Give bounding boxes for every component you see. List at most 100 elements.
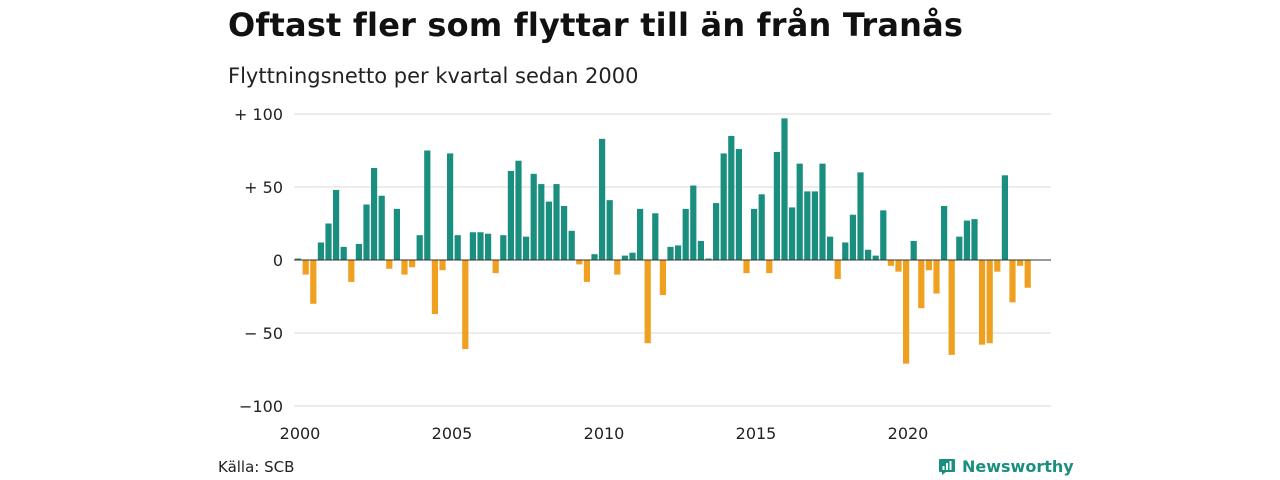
- bar: [659, 260, 666, 296]
- bar: [409, 260, 416, 268]
- bar: [895, 260, 902, 272]
- bar: [462, 260, 469, 350]
- y-tick-label: 0: [273, 251, 283, 270]
- bar: [591, 254, 598, 260]
- bar: [310, 260, 317, 304]
- y-tick-label: − 50: [244, 324, 283, 343]
- bar: [720, 153, 727, 260]
- bar: [682, 208, 689, 260]
- bar: [903, 260, 910, 364]
- bar: [811, 191, 818, 260]
- bar: [1009, 260, 1016, 303]
- bar: [523, 236, 530, 260]
- bars: [295, 118, 1031, 364]
- bar: [948, 260, 955, 355]
- bar: [553, 184, 560, 260]
- bar: [606, 200, 613, 260]
- brand-name: Newsworthy: [962, 457, 1074, 476]
- bar: [629, 252, 636, 260]
- bar: [849, 214, 856, 260]
- bar: [576, 260, 583, 265]
- bar: [424, 150, 431, 260]
- bar: [880, 210, 887, 260]
- bar: [758, 194, 765, 260]
- bar: [530, 173, 537, 260]
- bar: [941, 205, 948, 260]
- bar: [599, 138, 606, 260]
- x-tick-label: 2010: [584, 424, 625, 443]
- bar: [925, 260, 932, 271]
- bar: [1001, 175, 1008, 260]
- bar: [804, 191, 811, 260]
- bar: [363, 204, 370, 260]
- bar: [918, 260, 925, 309]
- source-note: Källa: SCB: [218, 458, 295, 476]
- bar: [781, 118, 788, 260]
- x-tick-label: 2005: [432, 424, 473, 443]
- bar: [667, 246, 674, 260]
- bar: [393, 208, 400, 260]
- bar: [416, 235, 423, 260]
- bar: [751, 208, 758, 260]
- bar: [994, 260, 1001, 272]
- bar: [652, 213, 659, 260]
- bar: [986, 260, 993, 344]
- bar: [568, 230, 575, 260]
- bar: [621, 255, 628, 260]
- x-axis-tick-labels: 2000 2005 2010 2015 2020: [280, 424, 929, 443]
- bar: [378, 195, 385, 260]
- bar: [583, 260, 590, 282]
- bar: [735, 149, 742, 260]
- bar-chart-icon: [939, 458, 955, 475]
- bar: [325, 223, 332, 260]
- y-tick-label: −100: [239, 397, 283, 416]
- bar: [492, 260, 499, 274]
- bar: [561, 205, 568, 260]
- y-tick-label: + 50: [244, 178, 283, 197]
- bar: [447, 153, 454, 260]
- bar: [340, 246, 347, 260]
- bar: [933, 260, 940, 294]
- y-axis-tick-labels: −100 − 50 0 + 50 + 100: [234, 105, 283, 416]
- bar: [705, 258, 712, 260]
- bar: [728, 135, 735, 260]
- bar: [971, 219, 978, 260]
- bar: [857, 172, 864, 260]
- bar: [789, 207, 796, 260]
- bar: [348, 260, 355, 282]
- bar: [637, 208, 644, 260]
- bar: [507, 170, 514, 260]
- bar: [644, 260, 651, 344]
- gridlines: [294, 113, 1051, 407]
- bar: [675, 245, 682, 260]
- bar: [485, 233, 492, 260]
- bar: [979, 260, 986, 345]
- x-tick-label: 2015: [736, 424, 777, 443]
- bar: [963, 220, 970, 260]
- bar: [697, 241, 704, 260]
- bar: [545, 201, 552, 260]
- bar: [538, 184, 545, 260]
- bar: [1024, 260, 1031, 288]
- bar: [317, 242, 324, 260]
- bar: [887, 260, 894, 266]
- x-tick-label: 2020: [888, 424, 929, 443]
- bar: [371, 168, 378, 260]
- bar: [431, 260, 438, 315]
- bar: [910, 241, 917, 260]
- bar: [401, 260, 408, 275]
- bar: [872, 255, 879, 260]
- bar: [819, 163, 826, 260]
- bar: [834, 260, 841, 279]
- bar: [515, 160, 522, 260]
- x-tick-label: 2000: [280, 424, 321, 443]
- bar: [355, 243, 362, 260]
- bar: [1017, 260, 1024, 266]
- bar: [743, 260, 750, 274]
- bar: [614, 260, 621, 275]
- y-tick-label: + 100: [234, 105, 283, 124]
- bar: [865, 249, 872, 260]
- chart-subtitle: Flyttningsnetto per kvartal sedan 2000: [228, 64, 639, 88]
- brand-logo: Newsworthy: [938, 457, 1074, 476]
